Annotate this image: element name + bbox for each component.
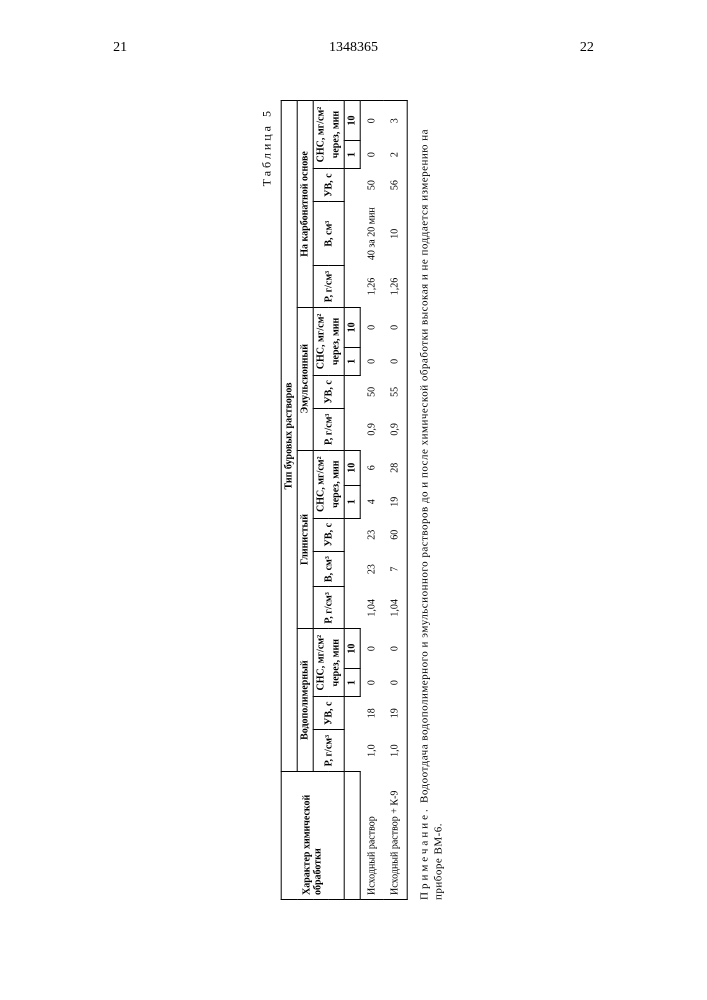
cell: 1,0 xyxy=(384,730,408,772)
cell: 55 xyxy=(384,375,408,408)
cell: 0 xyxy=(360,141,384,169)
cell: 4 xyxy=(360,485,384,518)
cell: 7 xyxy=(384,551,408,587)
table-row: Исходный раствор 1,0 18 0 0 1,04 23 23 4… xyxy=(360,101,384,900)
col-header: СНС, мг/см² xyxy=(313,629,329,697)
col-header: Р, г/см³ xyxy=(313,266,344,308)
data-table: Характер химической обработки Тип буровы… xyxy=(281,100,408,900)
sns-col: 1 xyxy=(344,669,360,697)
cell: 28 xyxy=(384,450,408,485)
cell: 19 xyxy=(384,485,408,518)
col-header: УВ, с xyxy=(313,518,344,551)
col-header: В, см³ xyxy=(313,202,344,266)
sns-sub: через, мин xyxy=(329,450,345,518)
cell: 0 xyxy=(360,669,384,697)
group-title: Глинистый xyxy=(297,450,313,629)
cell: 40 за 20 мин xyxy=(360,202,384,266)
table-label: Таблица 5 xyxy=(260,100,275,900)
cell: 3 xyxy=(384,101,408,141)
cell: 1,0 xyxy=(360,730,384,772)
document-number: 1348365 xyxy=(329,40,378,56)
rotated-table-block: Таблица 5 Характер химической обработки … xyxy=(260,100,447,900)
cell: 10 xyxy=(384,202,408,266)
cell: 1,26 xyxy=(360,266,384,308)
cell: 50 xyxy=(360,169,384,202)
page-right: 22 xyxy=(580,40,594,56)
cell: 1,26 xyxy=(384,266,408,308)
col-header: Р, г/см³ xyxy=(313,730,344,772)
col-header: СНС, мг/см² xyxy=(313,101,329,169)
sns-sub: через, мин xyxy=(329,101,345,169)
footnote: Примечание. Водоотдача водополимерного и… xyxy=(418,100,447,900)
col-header: СНС, мг/см² xyxy=(313,450,329,518)
cell: 50 xyxy=(360,375,384,408)
cell: 18 xyxy=(360,697,384,730)
col-header: УВ, с xyxy=(313,697,344,730)
sns-col: 1 xyxy=(344,485,360,518)
sns-col: 1 xyxy=(344,347,360,375)
cell: 19 xyxy=(384,697,408,730)
sns-col: 10 xyxy=(344,101,360,141)
cell: 23 xyxy=(360,518,384,551)
cell: 2 xyxy=(384,141,408,169)
cell: 1,04 xyxy=(360,587,384,629)
sns-sub: через, мин xyxy=(329,629,345,697)
cell: 0 xyxy=(384,629,408,669)
group-title: Водополимерный xyxy=(297,629,313,772)
col-header: Р, г/см³ xyxy=(313,587,344,629)
cell: 0,9 xyxy=(360,408,384,450)
cell: 0 xyxy=(384,347,408,375)
row-label: Исходный раствор xyxy=(360,772,384,900)
cell: 0 xyxy=(360,307,384,347)
sns-col: 10 xyxy=(344,450,360,485)
row-label: Исходный раствор + К-9 xyxy=(384,772,408,900)
footnote-label: Примечание. xyxy=(419,806,431,900)
col-header: УВ, с xyxy=(313,169,344,202)
row-header-label: Характер химической обработки xyxy=(281,772,344,900)
cell: 0 xyxy=(360,101,384,141)
col-header: СНС, мг/см² xyxy=(313,307,329,375)
sns-col: 10 xyxy=(344,629,360,669)
cell: 6 xyxy=(360,450,384,485)
sns-col: 10 xyxy=(344,307,360,347)
sns-sub: через, мин xyxy=(329,307,345,375)
cell: 1,04 xyxy=(384,587,408,629)
group-title: На карбонатной основе xyxy=(297,101,313,308)
cell: 0 xyxy=(360,347,384,375)
cell: 23 xyxy=(360,551,384,587)
cell: 0 xyxy=(384,669,408,697)
col-header: УВ, с xyxy=(313,375,344,408)
group-title: Эмульсионный xyxy=(297,307,313,450)
main-header: Тип буровых растворов xyxy=(281,101,297,772)
table-row: Исходный раствор + К-9 1,0 19 0 0 1,04 7… xyxy=(384,101,408,900)
cell: 0,9 xyxy=(384,408,408,450)
cell: 0 xyxy=(384,307,408,347)
cell: 56 xyxy=(384,169,408,202)
cell: 60 xyxy=(384,518,408,551)
col-header: В, см³ xyxy=(313,551,344,587)
cell: 0 xyxy=(360,629,384,669)
col-header: Р, г/см³ xyxy=(313,408,344,450)
footnote-text: Водоотдача водополимерного и эмульсионно… xyxy=(419,129,445,900)
sns-col: 1 xyxy=(344,141,360,169)
page-left: 21 xyxy=(113,40,127,56)
